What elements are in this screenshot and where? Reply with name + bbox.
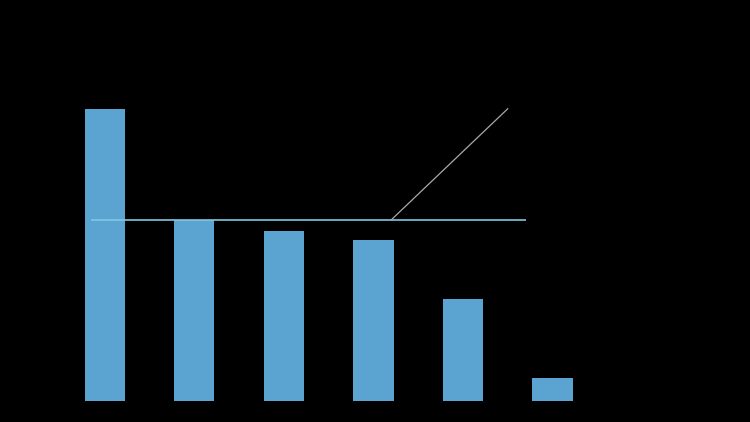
- Bar: [532, 378, 573, 401]
- Bar: [174, 220, 214, 401]
- Bar: [442, 299, 483, 401]
- Bar: [264, 231, 304, 401]
- Bar: [353, 240, 394, 401]
- Bar: [85, 109, 125, 401]
